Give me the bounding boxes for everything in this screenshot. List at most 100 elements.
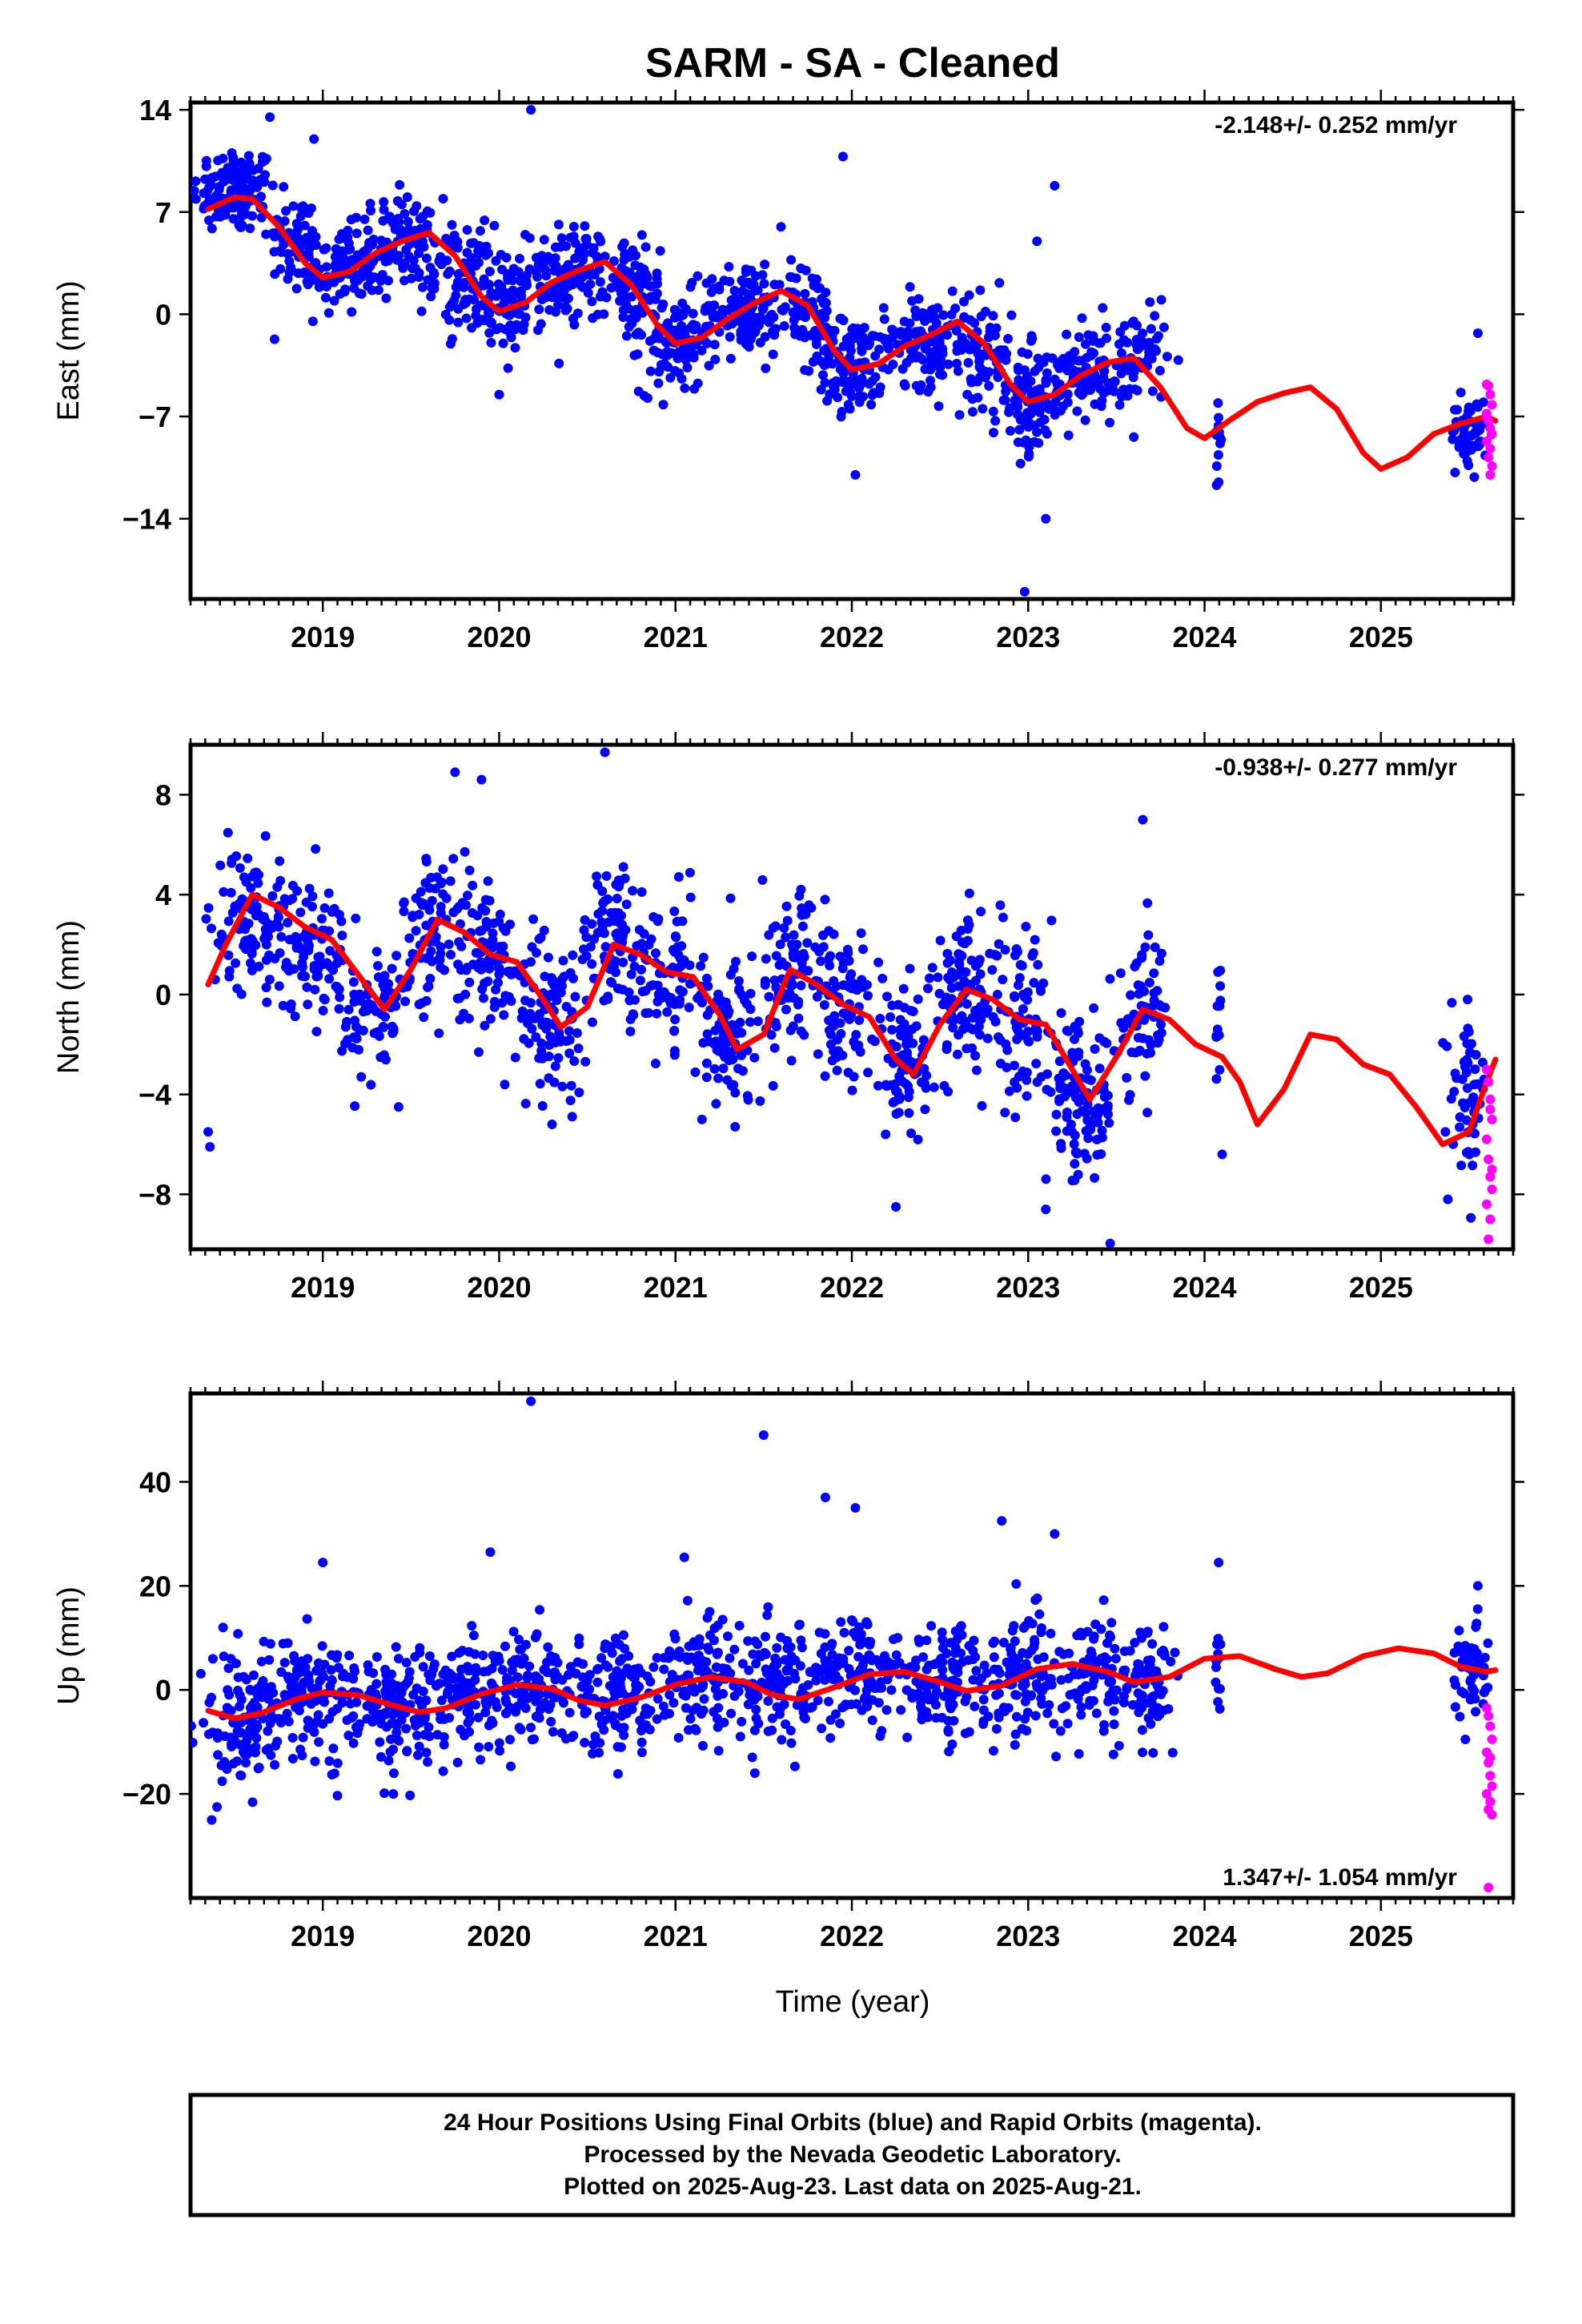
- final-orbit-point: [1038, 1652, 1049, 1663]
- final-orbit-point: [1022, 1726, 1032, 1736]
- final-orbit-point: [624, 322, 634, 332]
- final-orbit-point: [737, 319, 748, 329]
- final-orbit-point: [936, 356, 946, 366]
- final-orbit-point: [466, 252, 476, 263]
- final-orbit-point: [320, 292, 331, 303]
- final-orbit-point: [628, 1010, 639, 1020]
- final-orbit-point: [421, 1747, 432, 1758]
- final-orbit-point: [518, 324, 528, 335]
- final-orbit-point: [579, 270, 589, 280]
- final-orbit-point: [1215, 981, 1226, 991]
- final-orbit-point: [527, 942, 537, 952]
- final-orbit-point: [1044, 1700, 1054, 1710]
- final-orbit-point: [256, 191, 266, 202]
- final-orbit-point: [761, 363, 771, 373]
- final-orbit-point: [319, 903, 330, 913]
- final-orbit-point: [1090, 1043, 1100, 1054]
- final-orbit-point: [322, 958, 332, 968]
- final-orbit-point: [825, 960, 835, 971]
- final-orbit-point: [753, 285, 763, 296]
- final-orbit-point: [546, 1716, 556, 1727]
- final-orbit-point: [1446, 1094, 1456, 1104]
- final-orbit-point: [1472, 1604, 1483, 1614]
- final-orbit-point: [440, 965, 449, 975]
- final-orbit-point: [636, 1726, 646, 1735]
- y-tick-label: 20: [139, 1570, 171, 1602]
- final-orbit-point: [779, 1699, 789, 1710]
- final-orbit-point: [1026, 1645, 1037, 1655]
- plot-frame: [188, 742, 1516, 1252]
- final-orbit-point: [636, 230, 647, 240]
- final-orbit-point: [512, 288, 522, 299]
- final-orbit-point: [639, 929, 649, 939]
- final-orbit-point: [675, 985, 685, 995]
- final-orbit-point: [618, 957, 628, 967]
- final-orbit-point: [560, 301, 571, 312]
- final-orbit-point: [655, 246, 665, 256]
- final-orbit-point: [203, 1127, 214, 1137]
- final-orbit-point: [618, 862, 628, 872]
- final-orbit-point: [988, 1011, 998, 1022]
- final-orbit-point: [809, 1666, 819, 1676]
- final-orbit-point: [524, 1661, 535, 1671]
- final-orbit-point: [1114, 1740, 1124, 1751]
- final-orbit-point: [326, 1665, 336, 1675]
- final-orbit-point: [1021, 922, 1031, 931]
- rapid-orbit-point: [1487, 1114, 1497, 1124]
- final-orbit-point: [1105, 1630, 1114, 1640]
- final-orbit-point: [1042, 368, 1052, 378]
- final-orbit-point: [989, 1652, 999, 1663]
- final-orbit-point: [978, 1695, 989, 1705]
- final-orbit-point: [453, 269, 464, 279]
- final-orbit-point: [866, 400, 877, 410]
- final-orbit-point: [580, 1708, 590, 1719]
- final-orbit-point: [343, 1004, 354, 1015]
- final-orbit-point: [571, 1668, 581, 1679]
- figure-title: SARM - SA - Cleaned: [645, 40, 1060, 86]
- final-orbit-point: [488, 1651, 498, 1661]
- final-orbit-point: [1143, 930, 1154, 940]
- final-orbit-point: [644, 1007, 654, 1018]
- final-orbit-point: [782, 1643, 793, 1654]
- final-orbit-point: [306, 203, 316, 214]
- final-orbit-point: [279, 216, 290, 227]
- final-orbit-point: [861, 1617, 872, 1627]
- final-orbit-point: [737, 1659, 748, 1669]
- final-orbit-point: [574, 1088, 584, 1098]
- final-orbit-point: [1132, 385, 1142, 396]
- rapid-orbit-point: [1485, 389, 1496, 400]
- final-orbit-point: [501, 252, 512, 263]
- final-orbit-point: [235, 1701, 245, 1711]
- final-orbit-point: [803, 1680, 813, 1690]
- final-orbit-point: [1013, 1654, 1023, 1664]
- final-orbit-point: [366, 1080, 376, 1090]
- final-orbit-point: [1096, 1624, 1106, 1634]
- final-orbit-point: [789, 952, 798, 963]
- final-orbit-point: [381, 1691, 391, 1701]
- final-orbit-point: [424, 1651, 435, 1661]
- final-orbit-point: [632, 349, 643, 360]
- final-orbit-point: [1072, 406, 1082, 416]
- final-orbit-point: [1004, 1659, 1014, 1669]
- final-orbit-point: [1480, 1652, 1490, 1663]
- final-orbit-point: [697, 1709, 706, 1719]
- final-orbit-point: [761, 954, 771, 964]
- final-orbit-point: [819, 999, 829, 1010]
- final-orbit-point: [1089, 1695, 1098, 1706]
- final-orbit-point: [796, 980, 806, 991]
- final-orbit-point: [421, 953, 432, 963]
- final-orbit-point: [350, 1101, 360, 1112]
- final-orbit-point: [749, 1768, 760, 1779]
- final-orbit-point: [541, 271, 552, 281]
- final-orbit-point: [1014, 980, 1023, 991]
- final-orbit-point: [1083, 1133, 1094, 1144]
- final-orbit-point: [236, 1771, 247, 1781]
- final-orbit-point: [1032, 427, 1042, 437]
- final-orbit-point: [1440, 1127, 1451, 1137]
- final-orbit-point: [383, 275, 393, 286]
- final-orbit-point: [359, 214, 370, 224]
- final-orbit-point: [925, 973, 934, 983]
- final-orbit-point: [606, 1642, 616, 1652]
- rate-label: 1.347+/- 1.054 mm/yr: [1223, 1864, 1457, 1891]
- final-orbit-point: [797, 324, 808, 335]
